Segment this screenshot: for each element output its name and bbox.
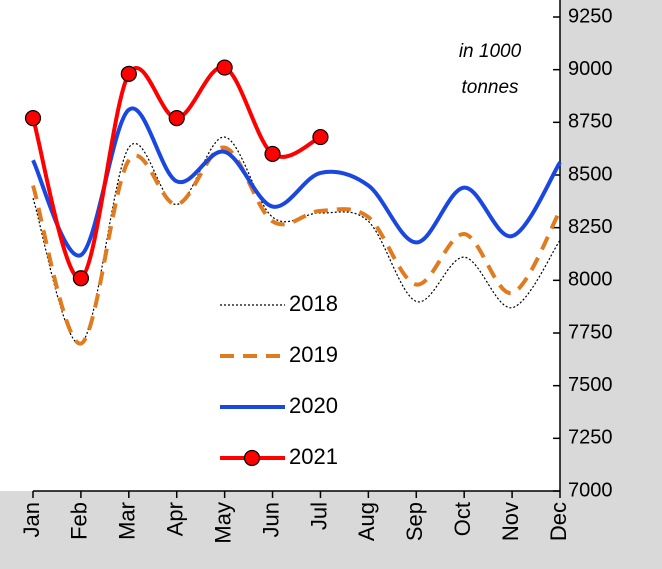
marker bbox=[72, 270, 90, 287]
y-tick-label: 7750 bbox=[568, 321, 613, 343]
y-tick-label: 7250 bbox=[568, 427, 613, 449]
legend bbox=[215, 283, 355, 483]
x-tick-label: Oct bbox=[450, 502, 475, 536]
y-tick-label: 9250 bbox=[568, 5, 613, 27]
x-tick-label: Dec bbox=[546, 502, 571, 541]
y-tick-label: 8500 bbox=[568, 163, 613, 185]
y-tick-label: 8750 bbox=[568, 111, 613, 133]
x-tick-label: Jul bbox=[306, 502, 331, 530]
marker bbox=[24, 110, 42, 127]
y-tick-label: 8000 bbox=[568, 269, 613, 291]
x-tick-label: May bbox=[210, 502, 235, 544]
marker bbox=[120, 65, 137, 82]
x-tick-label: Mar bbox=[115, 502, 140, 540]
x-tick-label: Nov bbox=[498, 502, 523, 541]
legend-label: 2020 bbox=[289, 393, 338, 418]
x-tick-label: Sep bbox=[402, 502, 427, 541]
marker bbox=[168, 110, 185, 127]
annotation: in 1000 bbox=[459, 41, 522, 62]
marker bbox=[264, 145, 281, 163]
legend-marker bbox=[243, 449, 261, 467]
legend-label: 2018 bbox=[289, 291, 338, 316]
x-tick-label: Aug bbox=[354, 502, 379, 541]
x-tick-label: Apr bbox=[163, 502, 188, 536]
y-tick-label: 7500 bbox=[568, 374, 613, 396]
x-tick-label: Feb bbox=[67, 502, 92, 540]
series-line bbox=[32, 136, 561, 345]
marker bbox=[216, 59, 233, 76]
legend-label: 2019 bbox=[289, 342, 338, 367]
x-tick-label: Jun bbox=[258, 502, 283, 537]
marker bbox=[312, 128, 329, 146]
y-tick-label: 8250 bbox=[568, 216, 613, 238]
y-tick-label: 9000 bbox=[568, 58, 613, 80]
legend-label: 2021 bbox=[289, 444, 338, 469]
annotation: tonnes bbox=[461, 77, 519, 98]
series-line bbox=[31, 145, 562, 346]
x-tick-label: Jan bbox=[19, 502, 44, 537]
y-tick-label: 7000 bbox=[568, 479, 613, 501]
